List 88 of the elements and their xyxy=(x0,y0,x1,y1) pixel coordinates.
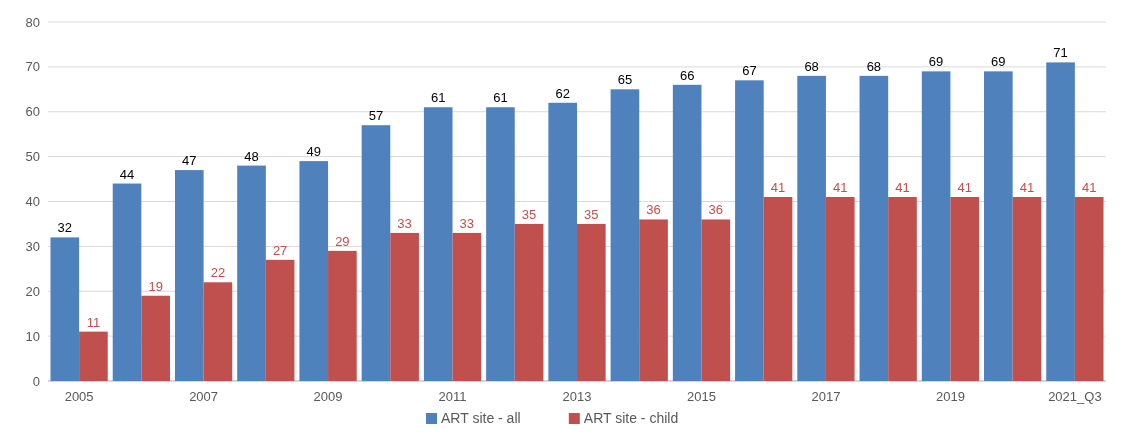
x-tick-label: 2009 xyxy=(313,389,343,404)
bar xyxy=(79,331,108,381)
data-label: 35 xyxy=(521,206,537,222)
y-tick-label: 40 xyxy=(25,194,40,210)
x-tick-label: 2011 xyxy=(438,389,467,404)
data-label: 62 xyxy=(555,85,570,101)
data-label: 35 xyxy=(584,206,599,222)
data-label: 69 xyxy=(991,54,1006,70)
bar xyxy=(548,102,577,381)
bar xyxy=(950,197,980,381)
bar xyxy=(361,125,391,381)
y-tick-label: 70 xyxy=(25,59,40,75)
bar xyxy=(486,107,515,381)
x-tick-label: 2021_Q3 xyxy=(1048,389,1102,404)
data-label: 48 xyxy=(244,148,259,164)
data-label: 66 xyxy=(679,67,695,83)
x-tick-label: 2017 xyxy=(811,389,841,404)
data-label: 22 xyxy=(210,265,226,281)
bar xyxy=(888,197,917,381)
x-tick-label: 2019 xyxy=(935,389,965,404)
data-label: 41 xyxy=(1019,180,1035,196)
data-label: 69 xyxy=(928,54,944,70)
bar xyxy=(265,259,295,381)
data-label: 29 xyxy=(335,233,350,249)
data-label: 41 xyxy=(895,180,910,196)
data-label: 11 xyxy=(86,314,101,330)
bar xyxy=(390,232,419,381)
y-tick-label: 10 xyxy=(25,328,40,344)
data-label: 49 xyxy=(306,144,321,160)
bar xyxy=(825,197,855,381)
bar xyxy=(610,89,640,381)
bar xyxy=(1074,197,1104,381)
data-label: 61 xyxy=(493,90,508,106)
bar xyxy=(639,219,668,381)
bar xyxy=(174,170,204,381)
data-label: 65 xyxy=(617,72,633,88)
data-label: 44 xyxy=(119,166,135,182)
y-tick-label: 0 xyxy=(32,373,40,389)
data-label: 33 xyxy=(459,215,475,231)
bar xyxy=(921,71,951,381)
bar xyxy=(452,232,482,381)
data-label: 19 xyxy=(148,278,163,294)
data-label: 41 xyxy=(957,180,972,196)
bar xyxy=(859,75,889,381)
data-label: 61 xyxy=(430,90,446,106)
data-label: 47 xyxy=(182,153,197,169)
x-tick-label: 2007 xyxy=(189,389,219,404)
bar xyxy=(735,80,764,381)
data-label: 41 xyxy=(1081,180,1097,196)
bar xyxy=(141,295,170,381)
data-label: 71 xyxy=(1053,45,1068,61)
bar xyxy=(1012,197,1042,381)
data-label: 67 xyxy=(742,63,757,79)
y-tick-label: 60 xyxy=(25,104,40,120)
bar xyxy=(237,165,266,381)
data-label: 27 xyxy=(272,242,288,258)
bar xyxy=(763,197,793,381)
bar xyxy=(514,223,544,381)
data-label: 36 xyxy=(646,202,661,218)
legend-label: ART site - child xyxy=(583,410,679,426)
x-tick-label: 2005 xyxy=(64,389,94,404)
y-tick-label: 20 xyxy=(25,283,40,299)
data-label: 41 xyxy=(833,180,848,196)
bar xyxy=(701,219,731,381)
data-label: 41 xyxy=(770,180,786,196)
y-tick-label: 80 xyxy=(25,14,40,30)
legend-label: ART site - all xyxy=(441,410,521,426)
bar xyxy=(797,75,826,381)
x-tick-label: 2013 xyxy=(562,389,592,404)
bar xyxy=(423,107,453,381)
data-label: 68 xyxy=(804,58,819,74)
data-label: 36 xyxy=(708,202,724,218)
y-tick-label: 50 xyxy=(25,149,40,165)
y-tick-label: 30 xyxy=(25,238,40,254)
data-label: 32 xyxy=(57,220,73,236)
x-tick-label: 2015 xyxy=(687,389,716,404)
data-label: 33 xyxy=(397,215,412,231)
bar xyxy=(299,161,329,381)
bar xyxy=(672,84,702,381)
bar xyxy=(984,71,1013,381)
bar xyxy=(112,183,142,381)
bar xyxy=(328,250,357,381)
bar xyxy=(1046,62,1075,381)
bar xyxy=(50,237,80,381)
bar xyxy=(203,282,233,381)
bar xyxy=(577,223,606,381)
data-label: 68 xyxy=(866,58,882,74)
data-label: 57 xyxy=(368,108,384,124)
